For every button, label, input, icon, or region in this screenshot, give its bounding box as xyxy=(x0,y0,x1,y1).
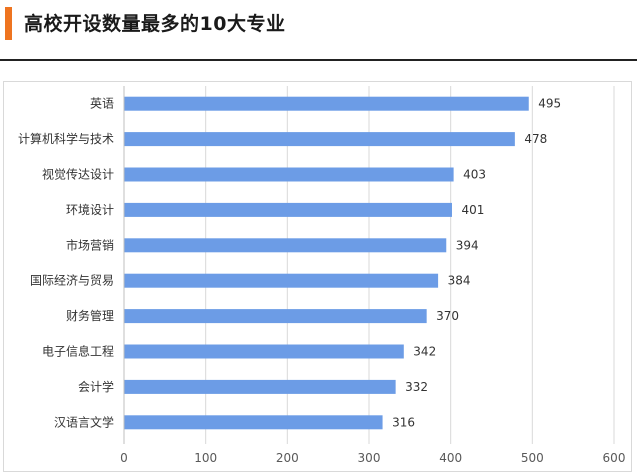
x-tick-label: 600 xyxy=(603,451,626,465)
category-label: 计算机科学与技术 xyxy=(18,131,114,146)
x-tick-label: 200 xyxy=(276,451,299,465)
bar xyxy=(124,309,427,324)
x-tick-label: 100 xyxy=(194,451,217,465)
category-label: 市场营销 xyxy=(66,237,114,252)
bar xyxy=(124,273,439,288)
chart-frame xyxy=(3,81,632,472)
category-label: 视觉传达设计 xyxy=(42,167,114,182)
data-label: 401 xyxy=(461,203,484,217)
chart-header: 高校开设数量最多的10大专业 xyxy=(0,0,637,62)
data-label: 370 xyxy=(436,309,459,323)
data-label: 384 xyxy=(448,274,471,288)
bar xyxy=(124,202,452,217)
category-label: 环境设计 xyxy=(66,202,114,217)
data-label: 478 xyxy=(524,132,547,146)
x-tick-label: 300 xyxy=(358,451,381,465)
category-label: 英语 xyxy=(90,97,114,111)
x-tick-label: 400 xyxy=(439,451,462,465)
title-divider xyxy=(0,59,637,61)
bar xyxy=(124,415,383,430)
data-label: 403 xyxy=(463,168,486,182)
category-label: 电子信息工程 xyxy=(42,344,114,359)
title-accent-bar xyxy=(5,7,12,40)
data-label: 342 xyxy=(413,345,436,359)
category-label: 会计学 xyxy=(78,379,114,394)
category-label: 财务管理 xyxy=(66,308,114,323)
bar xyxy=(124,238,447,253)
data-label: 495 xyxy=(538,97,561,111)
data-label: 332 xyxy=(405,380,428,394)
data-label: 316 xyxy=(392,415,415,429)
bar xyxy=(124,167,454,182)
bar xyxy=(124,96,529,111)
bar xyxy=(124,132,515,147)
category-label: 国际经济与贸易 xyxy=(30,273,114,288)
bar xyxy=(124,344,404,359)
x-tick-label: 0 xyxy=(120,451,128,465)
bar xyxy=(124,379,396,394)
chart-title: 高校开设数量最多的10大专业 xyxy=(24,13,286,35)
category-label: 汉语言文学 xyxy=(54,414,114,429)
data-label: 394 xyxy=(456,238,479,252)
x-tick-label: 500 xyxy=(521,451,544,465)
